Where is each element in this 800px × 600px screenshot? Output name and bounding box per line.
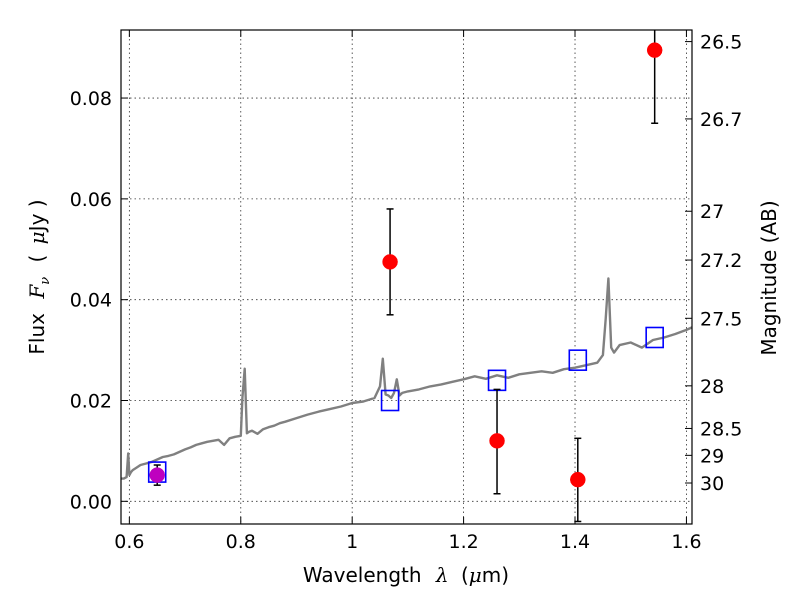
magnitude-tick-label: 28.5 [700, 418, 742, 440]
magnitude-tick-label: 28 [700, 376, 724, 398]
x-tick-label: 1.4 [560, 531, 590, 553]
model-bandpass-square [568, 349, 588, 371]
x-axis-label: Wavelength λ (μm) [303, 563, 509, 587]
magnitude-tick-label: 26.7 [700, 109, 742, 131]
model-bandpass-square [645, 326, 664, 349]
x-tick-label: 1.2 [448, 531, 478, 553]
x-tick-label: 1 [346, 531, 358, 553]
magnitude-tick-label: 27 [700, 201, 724, 223]
model-spectrum-line [121, 277, 693, 480]
data-markers [147, 30, 664, 523]
observed-point [149, 467, 165, 483]
plot-frame [120, 29, 693, 525]
x-tick-label: 1.6 [671, 531, 701, 553]
grid [121, 30, 692, 524]
y-tick-label: 0.02 [70, 391, 112, 413]
model-spectrum [121, 277, 693, 480]
observed-point [646, 42, 663, 58]
model-bandpass-square [380, 389, 400, 412]
y-tick-label: 0.00 [70, 491, 112, 513]
observed-point [489, 433, 505, 449]
magnitude-tick-label: 26.5 [700, 32, 742, 54]
magnitude-tick-label: 29 [700, 445, 724, 467]
x-tick-label: 0.8 [226, 531, 256, 553]
y-tick-label: 0.08 [70, 88, 112, 110]
axis-ticks: 0.6 0.8 1 1.2 1.4 1.6 0.00 0.02 0.04 0.06 0.08 26.5… [70, 30, 742, 553]
magnitude-tick-label: 30 [700, 473, 724, 495]
observed-point [570, 471, 586, 488]
magnitude-tick-label: 27.5 [700, 308, 742, 330]
x-tick-label: 0.6 [114, 531, 144, 553]
secondary-y-axis-label: Magnitude (AB) [757, 200, 781, 355]
y-axis-label: Flux Fν ( μJy ) [25, 199, 54, 354]
y-tick-label: 0.06 [70, 189, 112, 211]
y-tick-label: 0.04 [70, 290, 112, 312]
observed-point [382, 254, 398, 270]
magnitude-tick-label: 27.2 [700, 250, 742, 272]
